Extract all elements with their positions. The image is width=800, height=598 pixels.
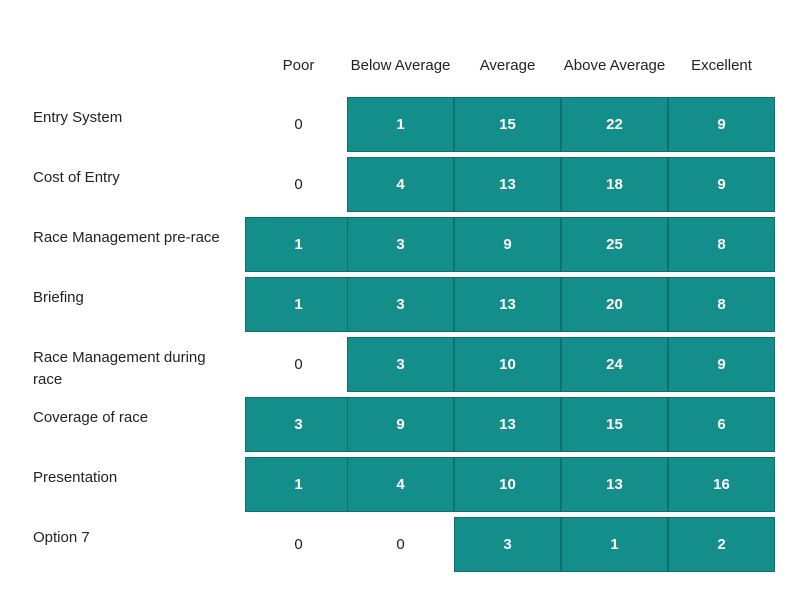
value-cell: 4 xyxy=(347,157,454,212)
row-label: Briefing xyxy=(33,289,84,306)
row-label: Cost of Entry xyxy=(33,169,120,186)
row-label: Race Management during race xyxy=(33,349,206,388)
value-cell: 3 xyxy=(245,397,352,452)
value-cell: 1 xyxy=(245,217,352,272)
row-label: Entry System xyxy=(33,109,123,126)
value-cell: 8 xyxy=(668,277,775,332)
value-cell: 9 xyxy=(668,337,775,392)
value-cell: 13 xyxy=(454,277,561,332)
column-header: Average xyxy=(479,57,536,74)
value-cell: 13 xyxy=(561,457,668,512)
row-label: Coverage of race xyxy=(33,409,149,426)
value-cell: 15 xyxy=(561,397,668,452)
value-cell: 20 xyxy=(561,277,668,332)
value-cell: 24 xyxy=(561,337,668,392)
value-cell: 3 xyxy=(347,277,454,332)
value-cell: 9 xyxy=(668,97,775,152)
value-cell: 13 xyxy=(454,157,561,212)
row-label: Option 7 xyxy=(33,529,90,546)
column-header: Below Average xyxy=(350,57,451,74)
value-cell: 0 xyxy=(396,536,405,553)
value-cell: 1 xyxy=(347,97,454,152)
value-cell: 0 xyxy=(294,176,303,193)
value-cell: 1 xyxy=(245,277,352,332)
value-cell: 6 xyxy=(668,397,775,452)
value-cell: 9 xyxy=(668,157,775,212)
value-cell: 16 xyxy=(668,457,775,512)
value-cell: 3 xyxy=(347,217,454,272)
value-cell: 13 xyxy=(454,397,561,452)
value-cell: 0 xyxy=(294,536,303,553)
value-cell: 15 xyxy=(454,97,561,152)
value-cell: 2 xyxy=(668,517,775,572)
row-label: Race Management pre-race xyxy=(33,229,220,246)
row-label: Presentation xyxy=(33,469,118,486)
column-header: Above Average xyxy=(563,57,666,74)
value-cell: 9 xyxy=(347,397,454,452)
value-cell: 18 xyxy=(561,157,668,212)
value-cell: 9 xyxy=(454,217,561,272)
value-cell: 25 xyxy=(561,217,668,272)
value-cell: 10 xyxy=(454,337,561,392)
value-cell: 3 xyxy=(454,517,561,572)
value-cell: 0 xyxy=(294,116,303,133)
value-cell: 22 xyxy=(561,97,668,152)
value-cell: 1 xyxy=(561,517,668,572)
value-cell: 0 xyxy=(294,356,303,373)
value-cell: 8 xyxy=(668,217,775,272)
column-header: Poor xyxy=(282,57,315,74)
value-cell: 10 xyxy=(454,457,561,512)
value-cell: 4 xyxy=(347,457,454,512)
value-cell: 3 xyxy=(347,337,454,392)
column-header: Excellent xyxy=(691,57,752,74)
value-cell: 1 xyxy=(245,457,352,512)
